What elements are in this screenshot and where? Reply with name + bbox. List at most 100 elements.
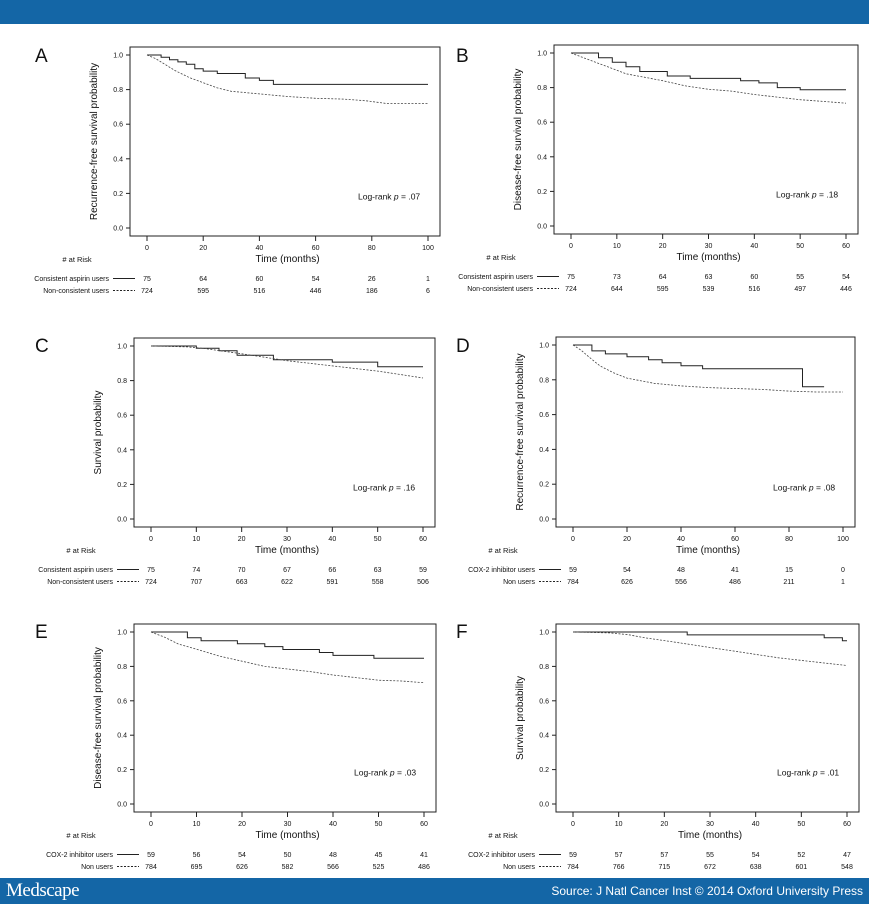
series-line-non-users (150, 631, 425, 684)
at-risk-value: 59 (569, 567, 577, 574)
at-risk-row-label: COX-2 inhibitor users (468, 567, 535, 574)
at-risk-value: 47 (843, 852, 851, 859)
at-risk-value: 446 (310, 288, 322, 295)
y-tick-label: 1.0 (117, 344, 127, 351)
at-risk-value: 50 (284, 852, 292, 859)
x-axis-label: Time (months) (255, 830, 319, 841)
y-tick-label: 0.8 (539, 664, 549, 671)
x-tick-label: 60 (731, 536, 739, 543)
series-line-non-users (146, 54, 428, 104)
at-risk-value: 48 (329, 852, 337, 859)
y-tick-label: 1.0 (113, 53, 123, 60)
at-risk-value: 724 (145, 579, 157, 586)
annotation-suffix: = .01 (818, 768, 840, 778)
at-risk-value: 582 (282, 864, 294, 871)
at-risk-value: 59 (419, 567, 427, 574)
at-risk-value: 601 (795, 864, 807, 871)
x-tick-label: 0 (149, 536, 153, 543)
panel-c: C 0.0 0.2 0.4 0.6 0.8 1.0 0 10 20 30 40 50 60 Time (mo… (35, 336, 436, 586)
y-tick-label: 0.2 (537, 189, 547, 196)
x-axis-label: Time (months) (678, 830, 742, 841)
panel-letter: B (456, 46, 469, 67)
series-line-users (573, 631, 847, 642)
x-tick-label: 20 (238, 821, 246, 828)
annotation-prefix: Log-rank (353, 482, 389, 492)
x-tick-label: 40 (329, 821, 337, 828)
at-risk-value: 591 (326, 579, 338, 586)
panel-d: D 0.0 0.2 0.4 0.6 0.8 1.0 0 20 40 60 80 100 Time (mon… (456, 336, 856, 586)
at-risk-value: 64 (199, 276, 207, 283)
y-tick-label: 0.2 (113, 191, 123, 198)
at-risk-value: 6 (426, 288, 430, 295)
annotation-prefix: Log-rank (773, 482, 809, 492)
annotation-prefix: Log-rank (354, 768, 390, 778)
log-rank-annotation: Log-rank p = .16 (353, 482, 415, 492)
at-risk-value: 60 (750, 274, 758, 281)
panel-b: B 0.0 0.2 0.4 0.6 0.8 1.0 0 10 20 30 40 50 60 Time (mo… (456, 44, 859, 293)
x-axis-label: Time (months) (676, 545, 740, 556)
panel-letter: F (456, 622, 468, 643)
at-risk-value: 59 (147, 852, 155, 859)
annotation-p: p (388, 482, 394, 492)
plot-frame (133, 623, 437, 813)
panel-letter: E (35, 622, 48, 643)
y-tick-label: 0.8 (113, 87, 123, 94)
medscape-logo[interactable]: Medscape (6, 880, 80, 901)
at-risk-value: 707 (190, 579, 202, 586)
series-line-users (573, 344, 825, 388)
at-risk-value: 41 (420, 852, 428, 859)
y-tick-label: 0.4 (113, 156, 123, 163)
at-risk-value: 48 (677, 567, 685, 574)
annotation-suffix: = .07 (399, 191, 421, 201)
y-axis-label: Recurrence-free survival probability (89, 63, 100, 220)
x-tick-label: 80 (368, 245, 376, 252)
at-risk-value: 766 (613, 864, 625, 871)
at-risk-value: 558 (372, 579, 384, 586)
annotation-p: p (393, 191, 399, 201)
at-risk-value: 539 (703, 286, 715, 293)
x-tick-label: 20 (238, 536, 246, 543)
y-tick-label: 0.2 (539, 767, 549, 774)
at-risk-value: 75 (567, 274, 575, 281)
at-risk-value: 63 (705, 274, 713, 281)
x-axis-label: Time (months) (255, 254, 319, 265)
x-tick-label: 10 (613, 243, 621, 250)
plot-frame (555, 623, 860, 813)
y-tick-label: 1.0 (117, 630, 127, 637)
series-line-users (151, 345, 423, 368)
annotation-p: p (812, 768, 818, 778)
y-tick-label: 0.2 (117, 767, 127, 774)
series-line-users (147, 54, 428, 85)
x-axis-label: Time (months) (255, 545, 319, 556)
annotation-suffix: = .03 (395, 768, 417, 778)
y-tick-label: 0.0 (539, 802, 549, 809)
at-risk-row-label: Consistent aspirin users (458, 274, 533, 281)
y-tick-label: 0.8 (537, 85, 547, 92)
annotation-prefix: Log-rank (777, 768, 813, 778)
annotation-p: p (808, 482, 814, 492)
y-axis-label: Recurrence-free survival probability (515, 353, 526, 510)
panel-letter: D (456, 336, 470, 357)
annotation-p: p (389, 768, 395, 778)
at-risk-value: 724 (141, 288, 153, 295)
y-tick-label: 0.4 (117, 733, 127, 740)
source-citation: Source: J Natl Cancer Inst © 2014 Oxford… (551, 884, 863, 898)
plot-frame (553, 44, 859, 235)
y-tick-label: 1.0 (539, 343, 549, 350)
at-risk-row-label: Non users (503, 579, 535, 586)
at-risk-value: 486 (418, 864, 430, 871)
x-tick-label: 30 (705, 243, 713, 250)
series-line-users (571, 52, 846, 91)
annotation-prefix: Log-rank (776, 189, 812, 199)
at-risk-value: 54 (312, 276, 320, 283)
at-risk-value: 672 (704, 864, 716, 871)
x-axis-label: Time (months) (676, 252, 740, 263)
at-risk-row-label: Non users (503, 864, 535, 871)
log-rank-annotation: Log-rank p = .03 (354, 768, 416, 778)
y-tick-label: 0.2 (117, 482, 127, 489)
x-tick-label: 40 (677, 536, 685, 543)
at-risk-value: 73 (613, 274, 621, 281)
y-tick-label: 0.8 (117, 664, 127, 671)
y-tick-label: 0.4 (117, 447, 127, 454)
